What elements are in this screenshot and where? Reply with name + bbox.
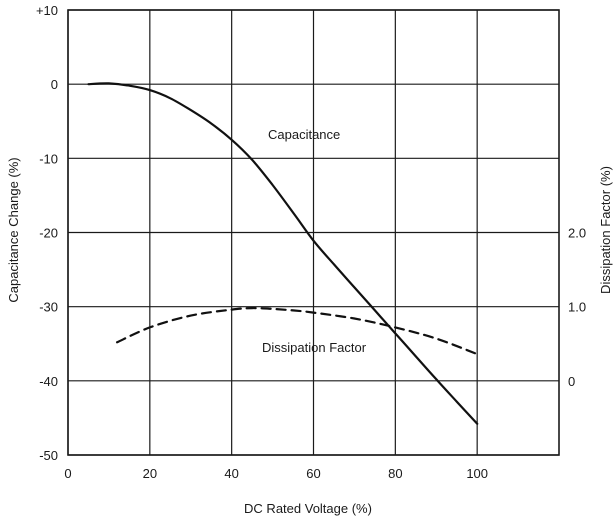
series-line-0-capacitance	[87, 82, 479, 425]
x-axis-title: DC Rated Voltage (%)	[244, 501, 372, 516]
series-lines	[87, 82, 479, 425]
y-tick-label-0: +10	[36, 3, 58, 18]
plot-frame	[67, 9, 560, 456]
y-tick-label-6: -50	[39, 448, 58, 463]
y-tick-label-5: -40	[39, 374, 58, 389]
y2-tick-label-1: 1.0	[568, 300, 586, 315]
y2-tick-label-0: 2.0	[568, 226, 586, 241]
series-line-1-dissipation-factor	[116, 306, 479, 356]
x-tick-labels: 0 20 40 60 80 100	[64, 466, 488, 481]
x-tick-label-4: 80	[388, 466, 402, 481]
y2-tick-labels: 2.0 1.0 0	[568, 226, 586, 389]
grid	[67, 9, 559, 456]
y-axis-title: Capacitance Change (%)	[6, 157, 21, 302]
y-tick-labels: +10 0 -10 -20 -30 -40 -50	[36, 3, 58, 463]
x-tick-label-1: 20	[143, 466, 157, 481]
annotation-dissipation-factor: Dissipation Factor	[262, 340, 367, 355]
x-tick-label-3: 60	[306, 466, 320, 481]
annotation-capacitance: Capacitance	[268, 127, 340, 142]
y2-tick-label-2: 0	[568, 374, 575, 389]
y-tick-label-2: -10	[39, 151, 58, 166]
x-tick-label-0: 0	[64, 466, 71, 481]
y-tick-label-3: -20	[39, 226, 58, 241]
x-tick-label-5: 100	[466, 466, 488, 481]
y-tick-label-4: -30	[39, 300, 58, 315]
x-tick-label-2: 40	[224, 466, 238, 481]
y-tick-label-1: 0	[51, 77, 58, 92]
y2-axis-title: Dissipation Factor (%)	[598, 166, 613, 294]
